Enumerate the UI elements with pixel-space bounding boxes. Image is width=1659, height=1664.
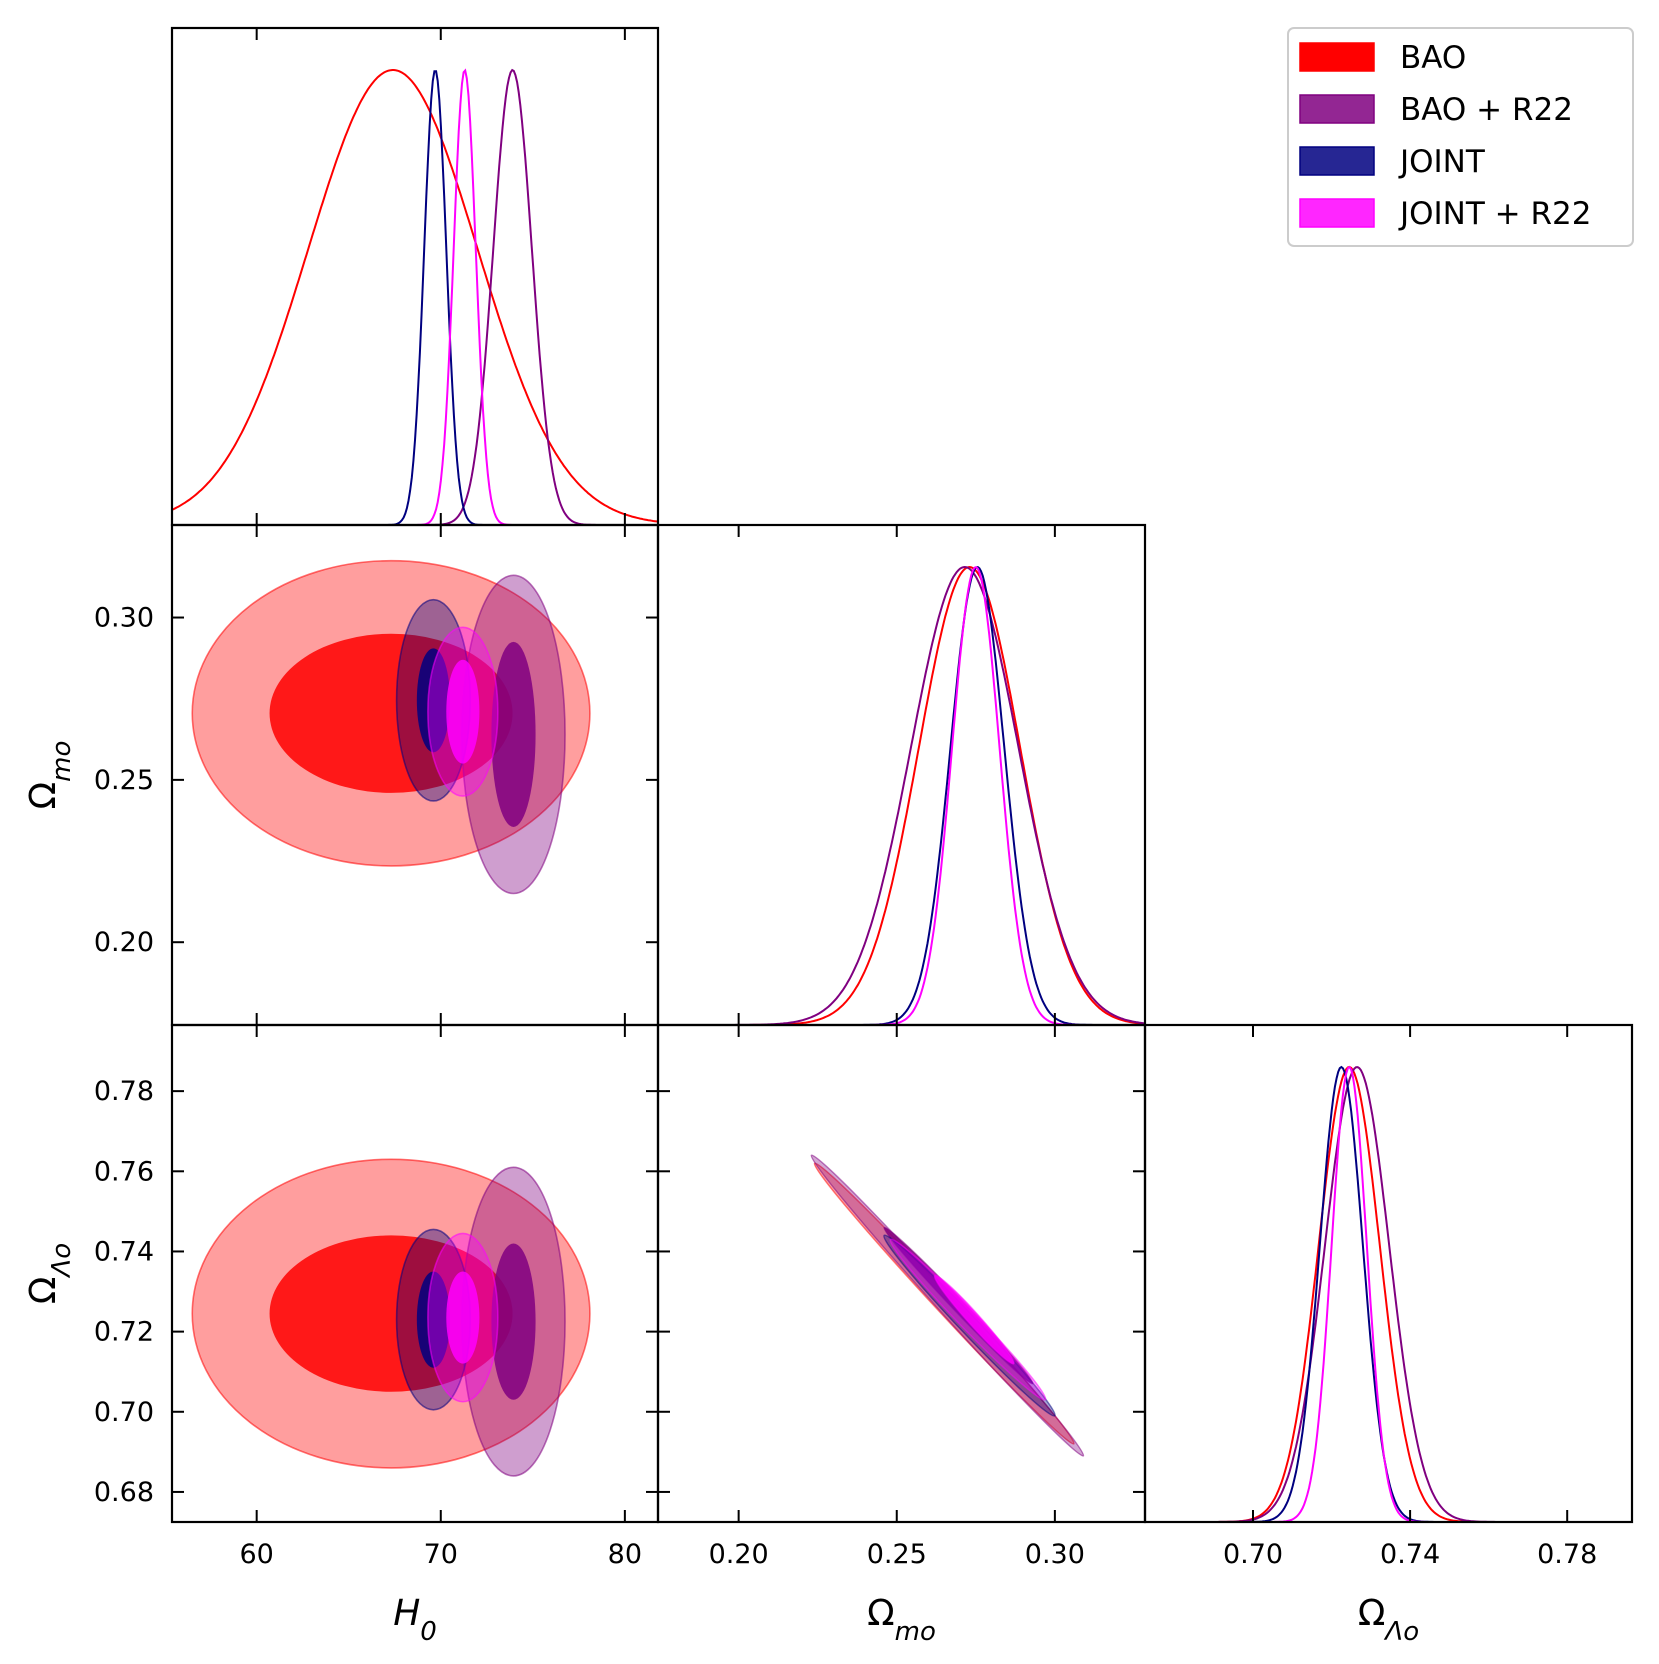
legend-label-bao-r22: BAO + R22: [1400, 92, 1573, 128]
marginal-curve-H0-bao: [172, 69, 658, 523]
frame-layer: [170, 26, 1634, 1524]
marginal-curve-Omega_Lambda_o-joint: [1145, 1065, 1632, 1522]
marginal-curve-Omega_Lambda_o-bao-r22: [1145, 1066, 1632, 1522]
x-tick-label-H0: 70: [424, 1539, 458, 1570]
y-axis-label-Omega-Lambda-o-symbol: Ω: [23, 1277, 64, 1305]
x-axis-label-H0: H0: [393, 1593, 437, 1647]
x-axis-label-Omega-mo-symbol: Ω: [867, 1593, 895, 1634]
marginal-curve-H0-joint: [172, 70, 658, 525]
contour-panel-Omega_Lambda_o_vs_Omega_mo: [810, 1154, 1085, 1457]
y-tick-label-Omega_mo: 0.30: [94, 603, 154, 634]
axis-label-layer: 60 70 80 0.20 0.25 0.30 0.70 0.74 0.78 0.20 0.25 0.…: [23, 603, 1597, 1647]
legend-swatch-joint-r22: [1299, 198, 1375, 228]
legend-label-joint: JOINT: [1398, 144, 1486, 180]
y-tick-label-Omega_Lambda_o: 0.68: [94, 1477, 154, 1508]
tick-layer: [172, 28, 1569, 1522]
x-axis-label-Omega-mo-subscript: mo: [895, 1617, 936, 1647]
contour-inner-bao-r22: [491, 641, 536, 827]
x-tick-label-Omega_Lambda_o: 0.74: [1380, 1539, 1440, 1570]
panel-frame-r1-c1: [656, 523, 1147, 1027]
panel-layer: [172, 68, 1632, 1522]
contour-inner-joint-r22: [446, 659, 480, 764]
panel-frame-r2-c2: [1143, 1023, 1634, 1524]
y-tick-label-Omega_Lambda_o: 0.72: [94, 1317, 154, 1348]
legend-label-joint-r22: JOINT + R22: [1398, 196, 1591, 232]
x-tick-label-Omega_Lambda_o: 0.78: [1537, 1539, 1597, 1570]
diag-panel-H0: [172, 68, 658, 525]
contour-inner-joint-r22: [446, 1271, 480, 1364]
y-axis-label-Omega-mo: Ωmo: [23, 741, 77, 810]
diag-panel-Omega_Lambda_o: [1145, 1065, 1632, 1522]
y-tick-label-Omega_mo: 0.20: [94, 927, 154, 958]
y-tick-label-Omega_Lambda_o: 0.76: [94, 1156, 154, 1187]
contour-inner-joint: [416, 1271, 450, 1368]
marginal-curve-H0-bao-r22: [172, 68, 658, 525]
contour-inner-joint: [416, 648, 450, 753]
x-axis-label-H0-subscript: 0: [420, 1617, 437, 1647]
y-tick-label-Omega_Lambda_o: 0.78: [94, 1076, 154, 1107]
contour-inner-joint-r22: [933, 1274, 1015, 1365]
legend-swatch-bao: [1299, 42, 1375, 72]
contour-panel-Omega_Lambda_o_vs_H0: [191, 1158, 591, 1477]
legend-box: [1287, 27, 1634, 247]
marginal-curve-H0-joint-r22: [172, 68, 658, 525]
x-axis-label-H0-symbol: H: [393, 1593, 420, 1634]
y-tick-label-Omega_Lambda_o: 0.74: [94, 1236, 154, 1267]
legend: BAO BAO + R22 JOINT JOINT + R22: [1287, 27, 1634, 247]
marginal-curve-Omega_mo-bao: [658, 565, 1145, 1025]
x-axis-label-Omega-Lambda-o-symbol: Ω: [1358, 1593, 1386, 1634]
x-tick-label-H0: 80: [608, 1539, 642, 1570]
contour-inner-bao-r22: [491, 1243, 536, 1400]
x-axis-label-Omega-mo: Ωmo: [867, 1593, 936, 1647]
legend-label-bao: BAO: [1400, 40, 1466, 76]
legend-swatch-bao-r22: [1299, 94, 1375, 124]
marginal-curve-Omega_mo-joint: [658, 566, 1145, 1025]
x-tick-label-Omega_mo: 0.30: [1025, 1539, 1085, 1570]
y-axis-label-Omega-Lambda-o-subscript: Λo: [47, 1243, 77, 1279]
marginal-curve-Omega_Lambda_o-joint-r22: [1145, 1065, 1632, 1522]
x-tick-label-Omega_Lambda_o: 0.70: [1223, 1539, 1283, 1570]
x-axis-label-Omega-Lambda-o: ΩΛo: [1358, 1593, 1419, 1647]
diag-panel-Omega_mo: [658, 565, 1145, 1025]
y-tick-label-Omega_mo: 0.25: [94, 765, 154, 796]
y-tick-label-Omega_Lambda_o: 0.70: [94, 1397, 154, 1428]
y-axis-label-Omega-Lambda-o: ΩΛo: [23, 1243, 77, 1304]
marginal-curve-Omega_mo-bao-r22: [658, 565, 1145, 1025]
y-axis-label-Omega-mo-subscript: mo: [47, 741, 77, 782]
contour-inner-bao: [269, 1235, 513, 1392]
x-tick-label-Omega_mo: 0.20: [709, 1539, 769, 1570]
x-axis-label-Omega-Lambda-o-subscript: Λo: [1383, 1617, 1419, 1647]
y-axis-label-Omega-mo-symbol: Ω: [23, 782, 64, 810]
contour-panel-Omega_mo_vs_H0: [191, 559, 591, 895]
marginal-curve-Omega_Lambda_o-bao: [1145, 1065, 1632, 1522]
x-tick-label-H0: 60: [240, 1539, 274, 1570]
legend-swatch-joint: [1299, 146, 1375, 176]
x-tick-label-Omega_mo: 0.25: [867, 1539, 927, 1570]
